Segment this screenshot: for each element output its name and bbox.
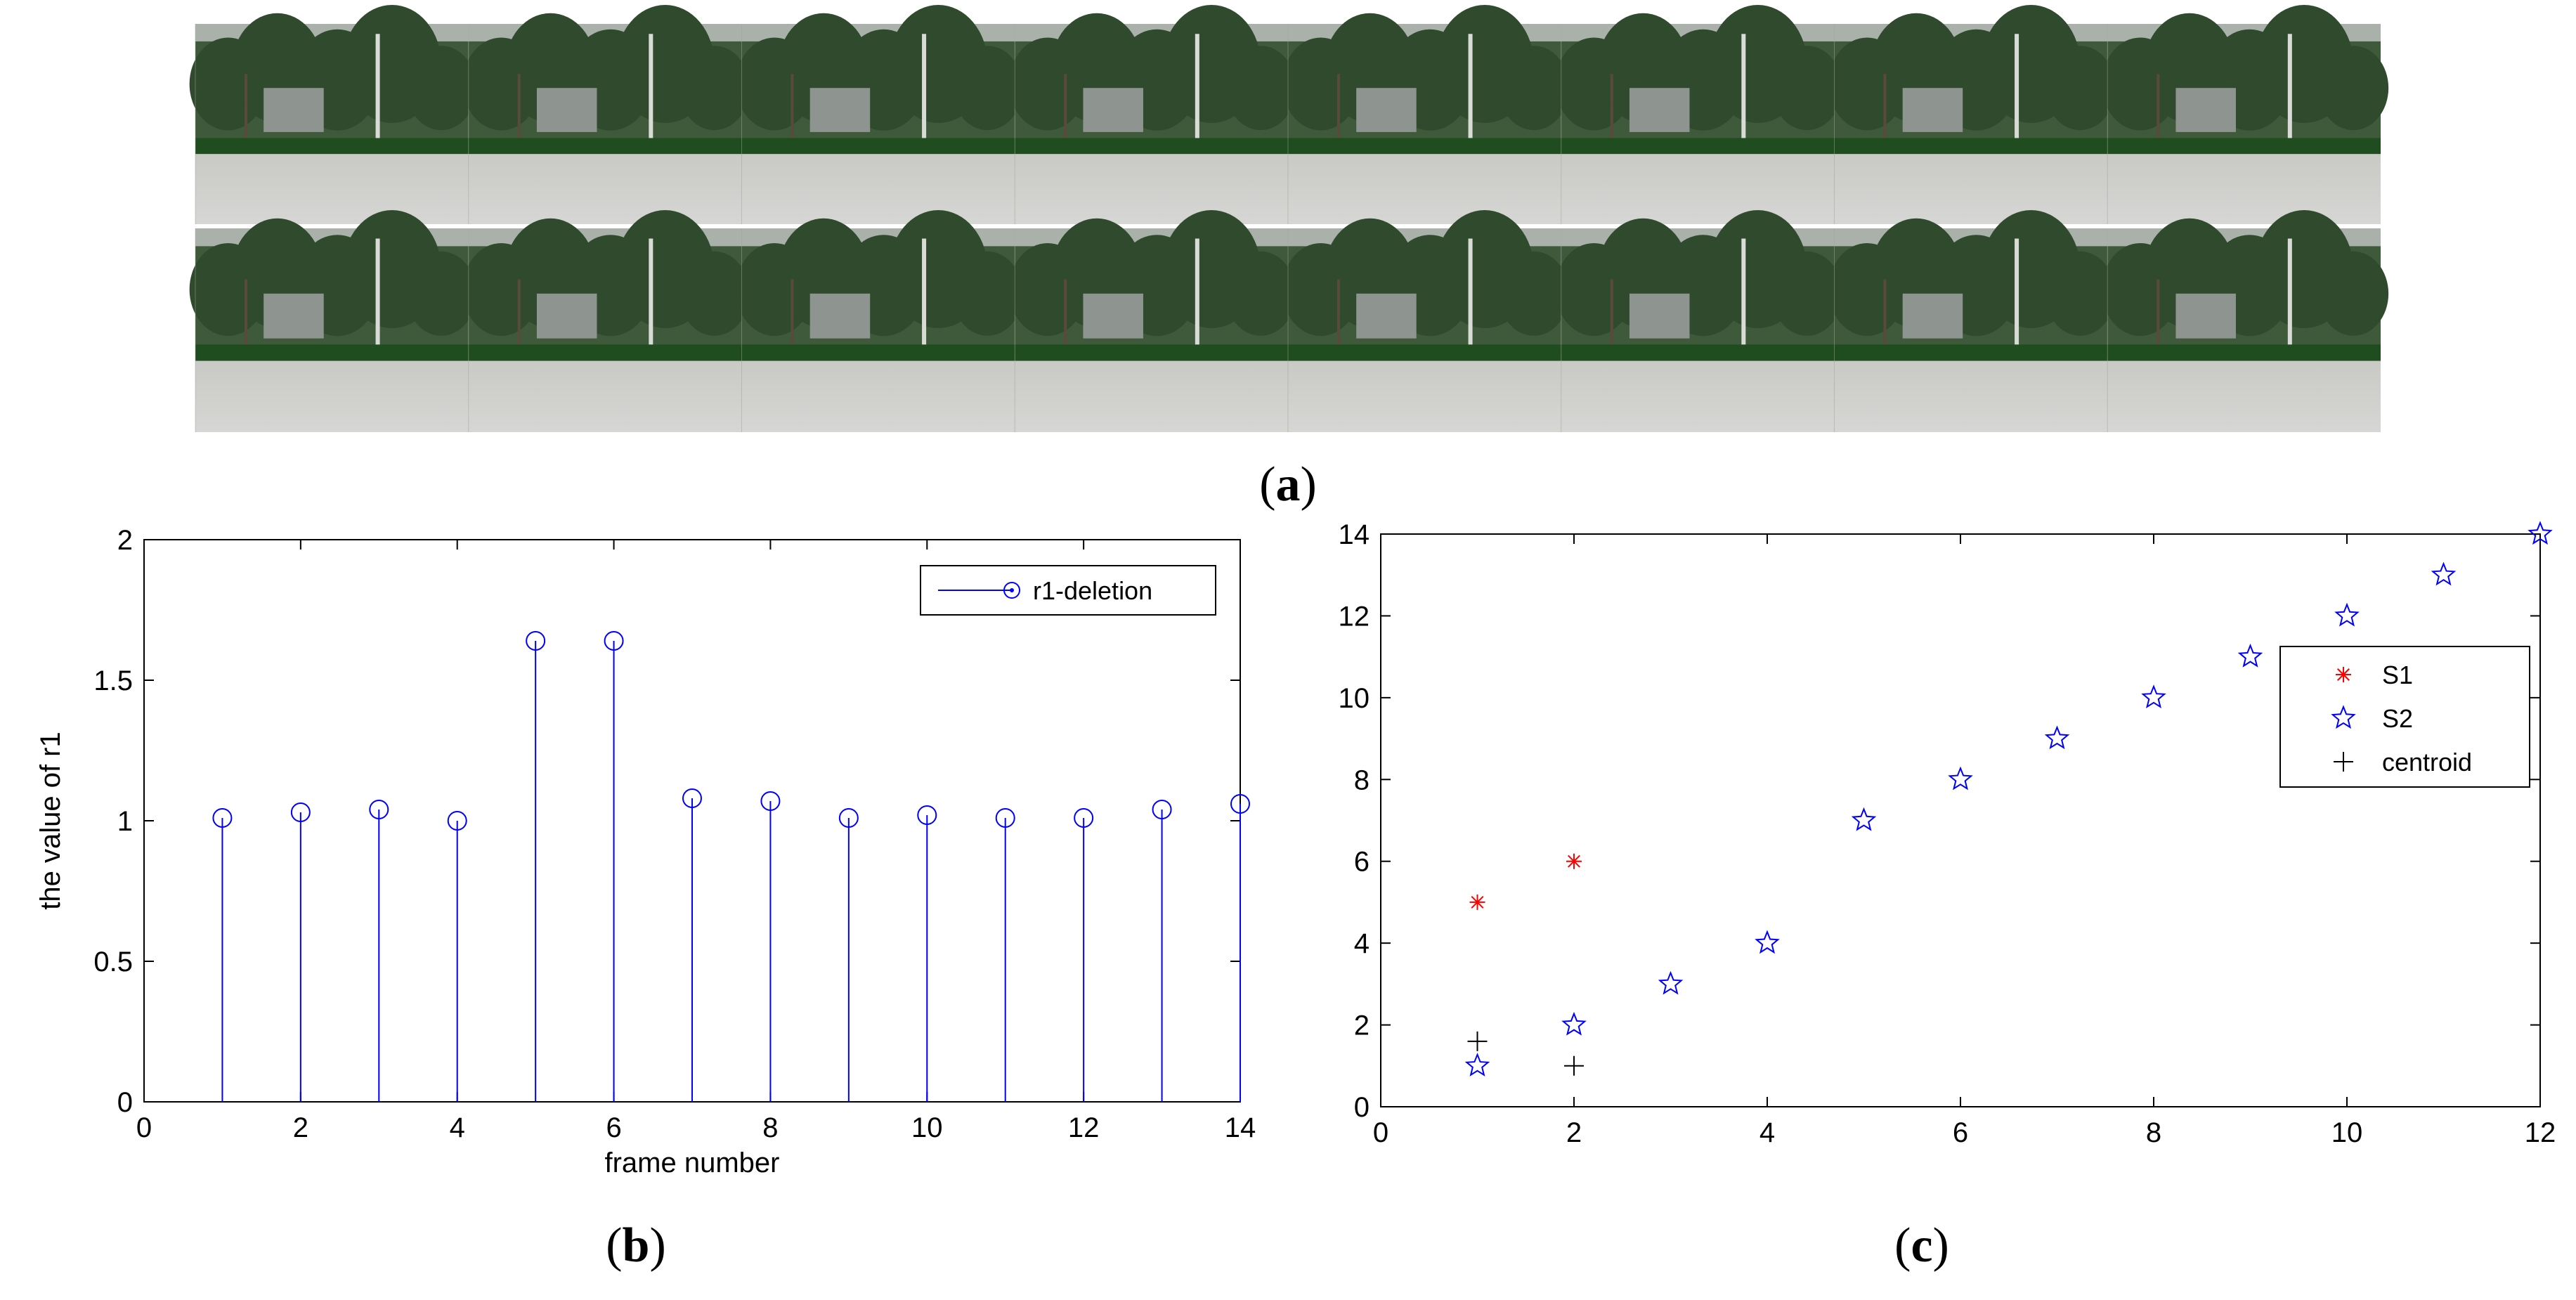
scatter-point-s2 [1658, 970, 1684, 995]
chart-b-y-tick-label: 0.5 [93, 947, 133, 977]
chart-b-x-tick-label: 10 [911, 1112, 943, 1143]
stem-marker [1074, 808, 1094, 828]
scatter-point-s2 [2334, 602, 2360, 627]
video-frame-thumbnail [2101, 5, 2389, 224]
video-frame-thumbnail [462, 5, 750, 224]
chart-c-x-tick-label: 2 [1566, 1117, 1582, 1148]
stem-marker [212, 808, 233, 828]
chart-c-y-tick-label: 8 [1354, 765, 1370, 795]
legend-label-s2: S2 [2382, 704, 2413, 733]
scatter-point-s2 [1464, 1053, 1490, 1077]
stem-marker [1152, 800, 1172, 819]
scatter-point-s2 [2528, 521, 2553, 545]
video-frame-thumbnail [189, 5, 476, 224]
chart-b-x-tick-label: 0 [136, 1112, 152, 1143]
video-frame-thumbnail [1555, 210, 1842, 432]
scatter-point-s2 [2044, 725, 2070, 750]
chart-c-y-tick-label: 10 [1339, 683, 1370, 714]
legend-swatch-s1 [2336, 667, 2351, 682]
chart-c-x-tick-label: 8 [2146, 1117, 2161, 1148]
stem-marker [917, 805, 937, 825]
scatter-point-s2 [1561, 1011, 1587, 1036]
chart-c-x-tick-label: 6 [1953, 1117, 1968, 1148]
scatter-point-s2 [1755, 930, 1780, 954]
stem-marker [604, 631, 624, 651]
stem-marker [682, 788, 702, 808]
video-frame-thumbnail [1282, 5, 1569, 224]
video-frame-thumbnail [1008, 5, 1296, 224]
scatter-point-s2 [2431, 561, 2457, 586]
frame-strip-panel [189, 5, 2389, 432]
scatter-point-centroid [1564, 1055, 1584, 1076]
caption-a: (a) [1259, 457, 1317, 512]
scatter-point-s1 [1469, 894, 1485, 910]
stem-marker [526, 631, 546, 651]
video-frame-thumbnail [736, 5, 1023, 224]
chart-c-legend: S1 S2 centroid [2279, 646, 2530, 788]
chart-b-y-tick-label: 2 [117, 525, 133, 556]
chart-c-y-tick-label: 2 [1354, 1010, 1370, 1041]
video-frame-thumbnail [1828, 5, 2116, 224]
chart-c-y-tick-label: 14 [1339, 519, 1370, 550]
legend-swatch-centroid [2334, 752, 2353, 772]
stem-marker [369, 800, 389, 819]
stem-marker [838, 808, 859, 828]
scatter-point-s2 [1948, 766, 1973, 791]
video-frame-thumbnail [189, 210, 476, 432]
chart-b-x-tick-label: 8 [762, 1112, 778, 1143]
stem-marker [995, 808, 1015, 828]
stem-marker [1230, 794, 1250, 814]
legend-label-r1-deletion: r1-deletion [1033, 576, 1152, 605]
chart-b-x-tick-label: 12 [1068, 1112, 1100, 1143]
chart-b-y-axis-label: the value of r1 [35, 732, 66, 910]
legend-marker-dot [1010, 588, 1014, 592]
chart-b-y-tick-label: 1 [117, 806, 133, 837]
caption-c: (c) [1894, 1218, 1949, 1273]
video-frame-thumbnail [2101, 210, 2389, 432]
legend-marker-swatch [1003, 582, 1020, 599]
video-frame-thumbnail [736, 210, 1023, 432]
chart-c-y-tick-label: 0 [1354, 1092, 1370, 1123]
chart-c-y-tick-label: 12 [1339, 601, 1370, 632]
chart-c-x-tick-label: 12 [2525, 1117, 2556, 1148]
chart-b-x-tick-label: 2 [293, 1112, 308, 1143]
video-frame-thumbnail [462, 210, 750, 432]
legend-swatch-s2 [2331, 705, 2356, 729]
chart-c-x-tick-label: 10 [2331, 1117, 2363, 1148]
stem-marker [290, 802, 311, 822]
scatter-chart-clusters: 0 2 4 6 8 10 12 0 2 4 6 8 10 12 14 S1 S2 centroid [1339, 519, 2556, 1148]
chart-c-x-tick-label: 4 [1759, 1117, 1775, 1148]
caption-b: (b) [606, 1218, 666, 1273]
chart-b-x-tick-label: 4 [450, 1112, 465, 1143]
legend-label-centroid: centroid [2382, 748, 2472, 776]
chart-b-y-tick-label: 0 [117, 1087, 133, 1118]
chart-c-y-tick-label: 6 [1354, 847, 1370, 878]
chart-b-legend: r1-deletion [920, 565, 1216, 616]
video-frame-thumbnail [1282, 210, 1569, 432]
stem-chart-r1: 0 2 4 6 8 10 12 14 0 0.5 1 1.5 2 frame number the valu… [35, 525, 1256, 1178]
stem-marker [760, 791, 781, 811]
video-frame-thumbnail [1008, 210, 1296, 432]
chart-c-plot-area [1380, 533, 2541, 1107]
scatter-point-s2 [2141, 684, 2166, 708]
chart-c-x-tick-label: 0 [1373, 1117, 1388, 1148]
scatter-point-s2 [1851, 807, 1877, 831]
stem-marker [447, 811, 467, 831]
scatter-point-s2 [2237, 643, 2263, 668]
video-frame-thumbnail [1555, 5, 1842, 224]
chart-b-x-tick-label: 6 [606, 1112, 621, 1143]
legend-label-s1: S1 [2382, 661, 2413, 689]
chart-b-x-tick-label: 14 [1225, 1112, 1256, 1143]
chart-b-y-tick-label: 1.5 [93, 665, 133, 696]
video-frame-thumbnail [1828, 210, 2116, 432]
chart-c-y-tick-label: 4 [1354, 928, 1370, 959]
chart-b-x-axis-label: frame number [605, 1148, 780, 1178]
scatter-point-s1 [1566, 853, 1582, 869]
scatter-point-centroid [1467, 1031, 1488, 1051]
